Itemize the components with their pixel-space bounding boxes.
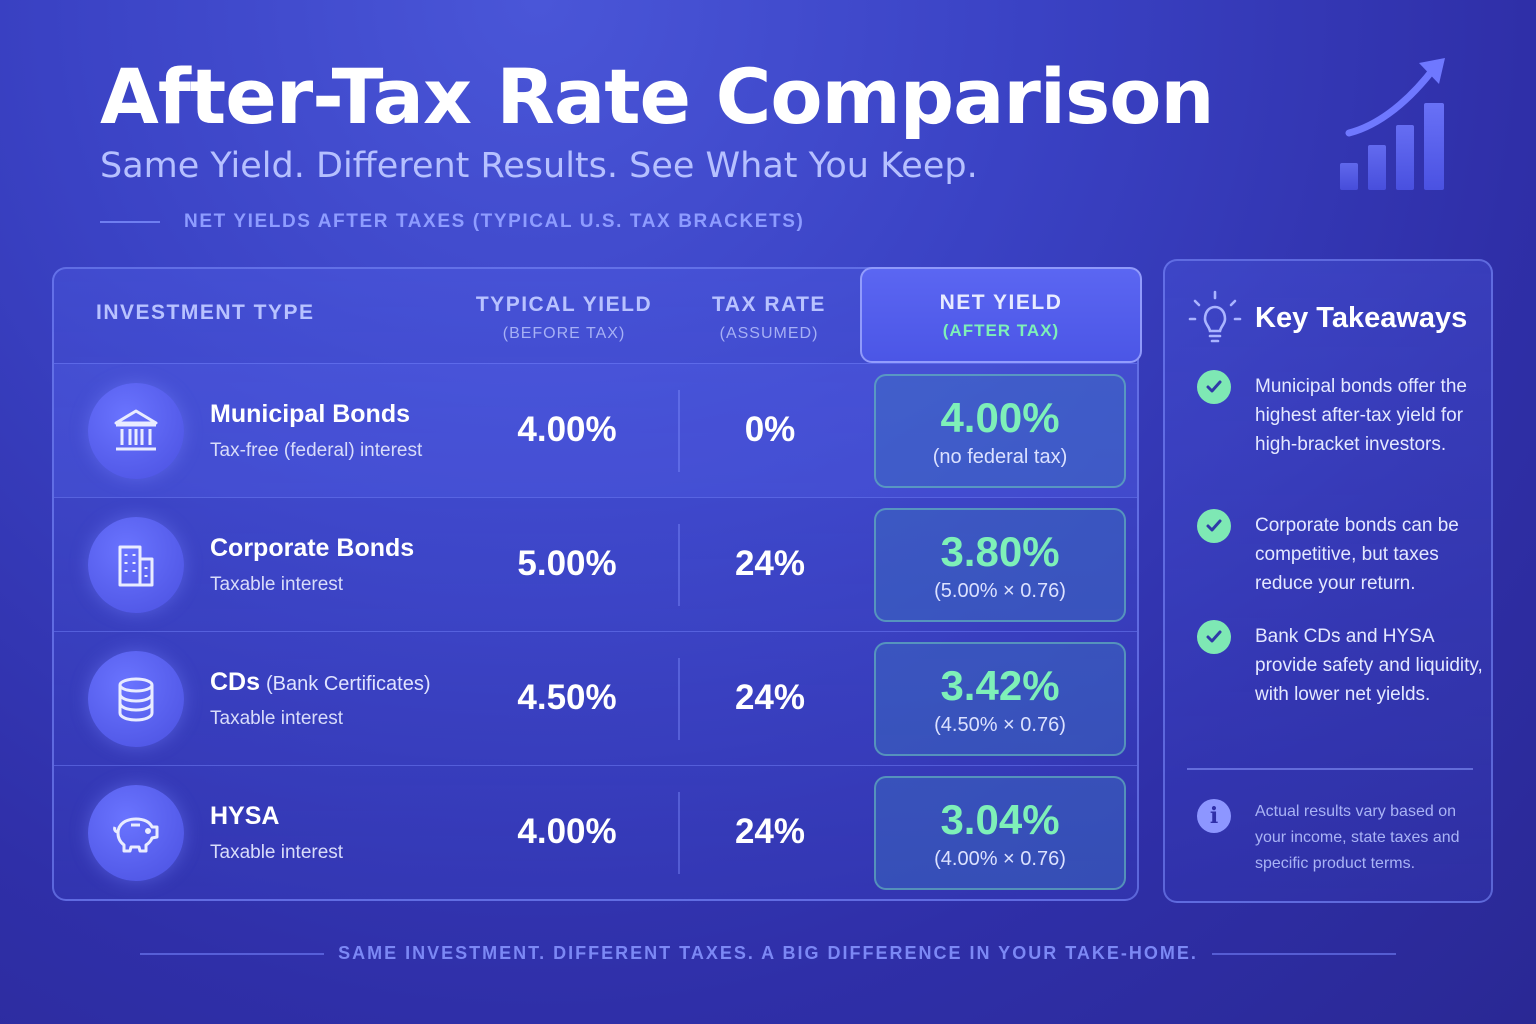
investment-name: CDs (Bank Certificates) — [210, 668, 431, 696]
check-icon — [1197, 620, 1231, 654]
net-yield-note: (4.00% × 0.76) — [934, 848, 1066, 870]
piggy-bank-icon — [88, 785, 184, 881]
typical-yield: 4.00% — [517, 410, 617, 449]
net-yield-note: (5.00% × 0.76) — [934, 580, 1066, 602]
panel-title: Key Takeaways — [1255, 301, 1468, 334]
key-takeaways-panel: Key Takeaways Municipal bonds offer the … — [1163, 259, 1493, 903]
net-yield-cell: 3.42% (4.50% × 0.76) — [874, 642, 1126, 756]
coin-stack-icon — [88, 651, 184, 747]
column-header-net: NET YIELD (AFTER TAX) — [860, 267, 1142, 363]
office-building-icon — [88, 517, 184, 613]
check-icon — [1197, 509, 1231, 543]
takeaway-text: Municipal bonds offer the highest after-… — [1255, 376, 1467, 455]
net-yield-cell: 3.04% (4.00% × 0.76) — [874, 776, 1126, 890]
takeaway-item: Bank CDs and HYSA provide safety and liq… — [1197, 620, 1485, 709]
tax-rate: 24% — [734, 678, 806, 717]
panel-header: Key Takeaways — [1187, 289, 1467, 347]
investment-name: Municipal Bonds — [210, 400, 410, 428]
investment-name: Corporate Bonds — [210, 534, 415, 562]
table-row: CDs (Bank Certificates) Taxable interest … — [54, 631, 1137, 765]
footer-tagline: SAME INVESTMENT. DIFFERENT TAXES. A BIG … — [338, 943, 1198, 963]
table-caption: NET YIELDS AFTER TAXES (TYPICAL U.S. TAX… — [184, 211, 805, 232]
takeaway-text: Bank CDs and HYSA provide safety and liq… — [1255, 626, 1483, 705]
panel-divider — [1187, 768, 1473, 770]
takeaway-item: Municipal bonds offer the highest after-… — [1197, 370, 1485, 459]
net-yield-value: 3.42% — [940, 662, 1060, 709]
info-icon: i — [1197, 799, 1231, 833]
investment-description: Taxable interest — [210, 574, 344, 595]
table-row: Municipal Bonds Tax-free (federal) inter… — [54, 363, 1137, 497]
column-header-type: INVESTMENT TYPE — [96, 301, 315, 324]
growth-chart-icon — [1340, 58, 1445, 190]
column-divider — [678, 792, 680, 874]
investment-description: Taxable interest — [210, 708, 344, 729]
table-header: INVESTMENT TYPE TYPICAL YIELD (BEFORE TA… — [54, 267, 1142, 363]
page-title: After-Tax Rate Comparison — [100, 52, 1215, 141]
net-yield-note: (4.50% × 0.76) — [934, 714, 1066, 736]
net-yield-cell: 4.00% (no federal tax) — [874, 374, 1126, 488]
net-yield-value: 3.04% — [940, 796, 1060, 843]
tax-rate: 0% — [744, 410, 796, 449]
net-yield-value: 4.00% — [940, 394, 1060, 441]
column-header-tax: TAX RATE (ASSUMED) — [712, 293, 826, 342]
tax-rate: 24% — [734, 812, 806, 851]
comparison-table: INVESTMENT TYPE TYPICAL YIELD (BEFORE TA… — [52, 267, 1142, 901]
net-yield-note: (no federal tax) — [932, 446, 1068, 468]
investment-name: HYSA — [210, 802, 280, 830]
bank-building-icon — [88, 383, 184, 479]
table-row: HYSA Taxable interest 4.00% 24% 3.04% (4… — [54, 765, 1137, 899]
disclaimer: i Actual results vary based on your inco… — [1197, 799, 1485, 877]
column-divider — [678, 390, 680, 472]
net-yield-value: 3.80% — [940, 528, 1060, 575]
footer-divider-left — [140, 953, 324, 955]
typical-yield: 4.50% — [517, 678, 617, 717]
takeaway-text: Corporate bonds can be competitive, but … — [1255, 515, 1459, 594]
column-divider — [678, 524, 680, 606]
typical-yield: 5.00% — [517, 544, 617, 583]
lightbulb-icon — [1188, 290, 1242, 343]
column-divider — [678, 658, 680, 740]
investment-description: Taxable interest — [210, 842, 344, 863]
page-subtitle: Same Yield. Different Results. See What … — [100, 146, 978, 186]
tax-rate: 24% — [734, 544, 806, 583]
investment-description: Tax-free (federal) interest — [210, 440, 423, 461]
table-row: Corporate Bonds Taxable interest 5.00% 2… — [54, 497, 1137, 631]
takeaway-item: Corporate bonds can be competitive, but … — [1197, 509, 1485, 598]
column-header-yield: TYPICAL YIELD (BEFORE TAX) — [475, 293, 653, 342]
check-icon — [1197, 370, 1231, 404]
caption-divider — [100, 221, 160, 223]
net-yield-cell: 3.80% (5.00% × 0.76) — [874, 508, 1126, 622]
footer-divider-right — [1212, 953, 1396, 955]
typical-yield: 4.00% — [517, 812, 617, 851]
disclaimer-text: Actual results vary based on your income… — [1255, 803, 1460, 872]
